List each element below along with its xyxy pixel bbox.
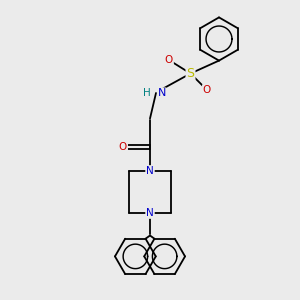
Text: S: S — [187, 67, 194, 80]
Text: N: N — [146, 208, 154, 218]
Text: H: H — [143, 88, 151, 98]
Text: N: N — [158, 88, 166, 98]
Text: O: O — [119, 142, 127, 152]
Text: N: N — [146, 166, 154, 176]
Text: O: O — [203, 85, 211, 95]
Text: O: O — [165, 55, 173, 65]
